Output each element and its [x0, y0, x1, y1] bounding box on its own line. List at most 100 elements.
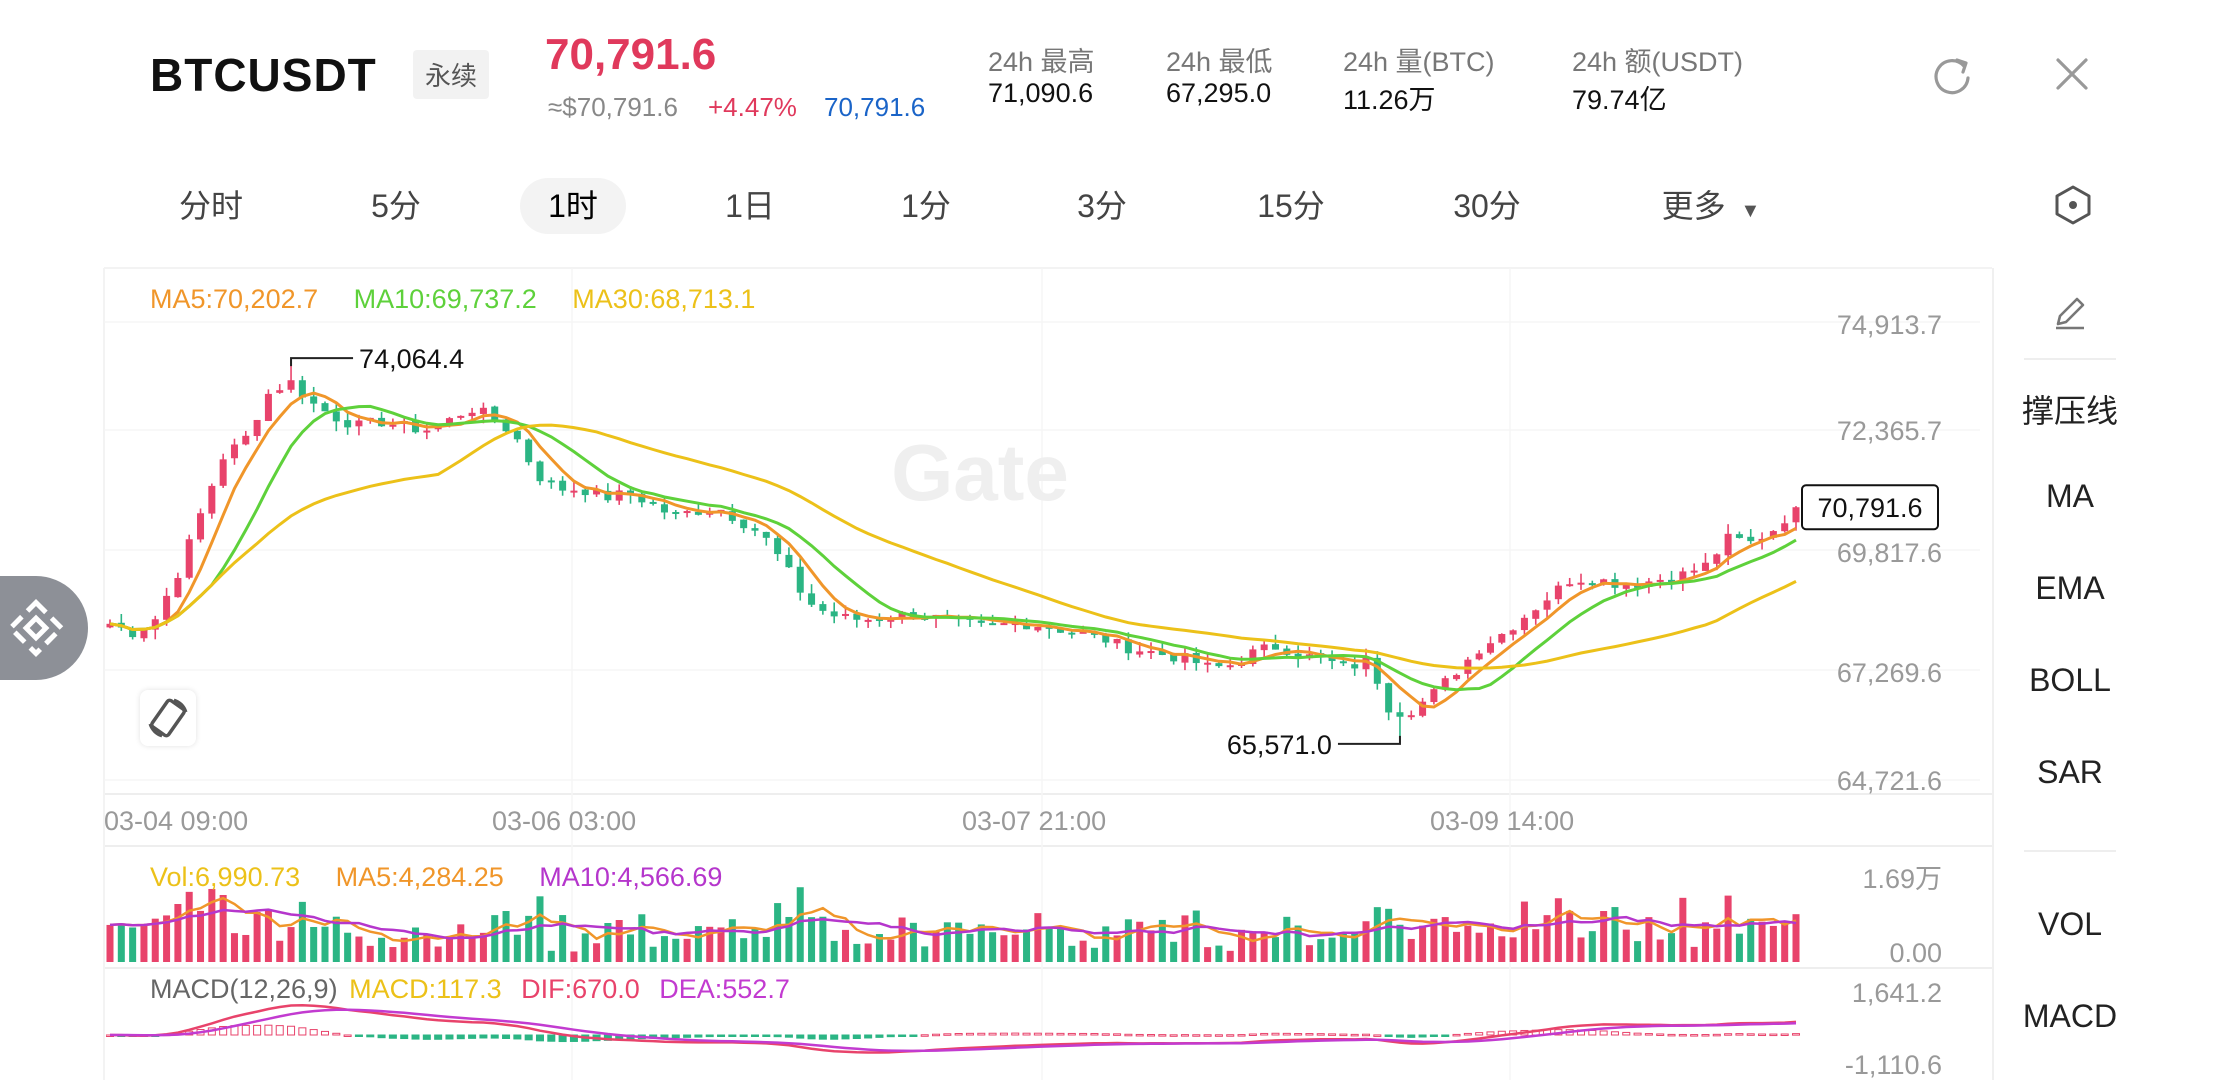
indicator-vol[interactable]: VOL — [2037, 906, 2103, 942]
candle-body — [1441, 678, 1449, 690]
volume-bar — [808, 917, 816, 962]
macd-bar — [1452, 1033, 1461, 1037]
volume-bar — [932, 931, 940, 962]
volume-bar — [593, 943, 601, 962]
macd-bar — [332, 1032, 341, 1036]
exchange-drawer-handle[interactable] — [0, 576, 88, 680]
volume-bar — [989, 932, 997, 962]
tab-15min[interactable]: 15分 — [1257, 188, 1325, 224]
candle-body — [604, 490, 612, 501]
close-icon[interactable] — [2050, 52, 2094, 96]
volume-bar — [898, 917, 906, 962]
tab-1day[interactable]: 1日 — [725, 188, 775, 224]
indicator-ema[interactable]: EMA — [2035, 570, 2105, 606]
price-tick-label: 67,269.6 — [1837, 658, 1942, 688]
symbol-title[interactable]: BTCUSDT — [150, 49, 377, 101]
tab-3min[interactable]: 3分 — [1077, 188, 1127, 224]
volume-bar — [1554, 898, 1562, 962]
volume-bar — [887, 939, 895, 962]
volume-bar — [706, 926, 714, 962]
volume-bar — [1170, 941, 1178, 962]
time-axis: 03-04 09:00 03-06 03:00 03-07 21:00 03-09 1… — [104, 806, 1574, 836]
candle-body — [468, 412, 476, 417]
macd-bar — [1690, 1034, 1699, 1037]
volume-bar — [1566, 910, 1574, 962]
volume-bar — [1464, 925, 1472, 962]
svg-text:MACD(12,26,9) MACD:117.3: MACD(12,26,9) MACD:117.3 DIF:670.0 DEA:5… — [150, 974, 790, 1004]
volume-bar — [389, 947, 397, 962]
candle-body — [694, 511, 702, 515]
low-price-label: 65,571.0 — [1227, 730, 1332, 760]
indicator-macd[interactable]: MACD — [2022, 998, 2118, 1034]
volume-bar — [242, 934, 250, 962]
side-divider — [2024, 850, 2116, 852]
volume-bar — [694, 926, 702, 962]
volume-bar — [1634, 941, 1642, 962]
rotate-screen-icon[interactable] — [140, 690, 196, 746]
candle-body — [559, 480, 567, 491]
tab-1min[interactable]: 1分 — [901, 188, 951, 224]
hexagon-settings-icon[interactable] — [2052, 184, 2094, 226]
ma-lines — [109, 391, 1797, 709]
time-tick-label: 03-04 09:00 — [104, 806, 248, 836]
tab-5min[interactable]: 5分 — [371, 188, 421, 224]
tab-more[interactable]: 更多 ▼ — [1636, 178, 1786, 234]
macd-bar — [1147, 1034, 1156, 1037]
macd-bar — [796, 1034, 805, 1039]
volume-bar — [445, 938, 453, 962]
volume-bar — [649, 946, 657, 962]
volume-bar — [1475, 932, 1483, 962]
candle-body — [740, 519, 748, 529]
last-price: 70,791.6 — [545, 30, 717, 79]
macd-bar — [1486, 1031, 1495, 1036]
candle-body — [1170, 654, 1178, 662]
macd-bar — [366, 1034, 375, 1038]
macd-bar — [1214, 1034, 1223, 1037]
volume-bar — [1339, 933, 1347, 962]
candle-body — [1713, 554, 1721, 564]
refresh-icon[interactable] — [1930, 52, 1974, 96]
macd-bar — [1090, 1032, 1099, 1036]
volume-bar — [627, 934, 635, 962]
volume-bar — [943, 922, 951, 962]
volume-bar — [1317, 939, 1325, 962]
pencil-icon[interactable] — [2050, 292, 2090, 332]
volume-bar — [728, 919, 736, 962]
candle-body — [1079, 631, 1087, 634]
volume-bar — [1238, 929, 1246, 962]
indicator-sar[interactable]: SAR — [2037, 754, 2103, 790]
macd-bar — [1678, 1033, 1687, 1037]
candle-body — [1498, 633, 1506, 643]
candle-body — [762, 531, 770, 538]
candle-body — [977, 620, 985, 623]
volume-bar — [332, 916, 340, 962]
volume-bar — [1611, 907, 1619, 962]
macd-bar — [988, 1032, 997, 1036]
macd-bar — [717, 1034, 726, 1037]
macd-bar — [1735, 1033, 1744, 1036]
volume-bar — [310, 926, 318, 962]
macd-bar — [830, 1034, 839, 1040]
macd-bar — [1395, 1034, 1404, 1038]
dea-line — [110, 1008, 1797, 1053]
ma30-line — [109, 423, 1797, 670]
tab-1hour[interactable]: 1时 — [520, 178, 626, 234]
stat-value-24h-turnover: 79.74亿 — [1572, 85, 1667, 115]
tab-30min[interactable]: 30分 — [1453, 188, 1521, 224]
volume-bar — [1430, 918, 1438, 962]
legend-dea: DEA:552.7 — [659, 974, 790, 1004]
candle-body — [638, 493, 646, 503]
candle-body — [1769, 531, 1777, 538]
candle-body — [355, 420, 363, 427]
stat-value-24h-high: 71,090.6 — [988, 78, 1094, 108]
indicator-boll[interactable]: BOLL — [2029, 662, 2111, 698]
price-tick-label: 74,913.7 — [1837, 310, 1942, 340]
indicator-ma[interactable]: MA — [2046, 478, 2094, 514]
svg-text:Vol:6,990.73 MA5:4,284.25: Vol:6,990.73 MA5:4,284.25 MA10:4,566.69 — [150, 862, 722, 892]
legend-dif: DIF:670.0 — [521, 974, 640, 1004]
volume-bar — [1249, 931, 1257, 962]
tool-support-resistance[interactable]: 撑压线 — [2021, 393, 2118, 429]
tab-time-share[interactable]: 分时 — [178, 188, 243, 224]
candle-body — [864, 619, 872, 622]
